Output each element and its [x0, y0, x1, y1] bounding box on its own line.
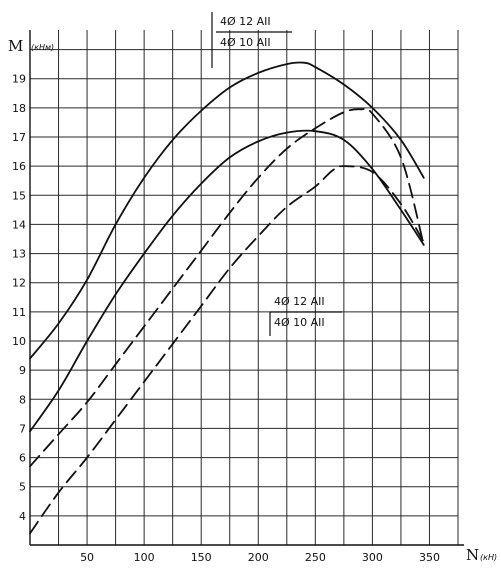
series-line-3 — [29, 107, 425, 468]
y-tick-label: 8 — [19, 393, 26, 406]
y-tick-label: 14 — [12, 218, 26, 231]
y-tick-label: 11 — [12, 306, 26, 319]
legend-top-label-2: 4Ø 10 AII — [220, 36, 271, 49]
x-tick-label: 350 — [419, 551, 440, 564]
legend-top: 4Ø 12 AII 4Ø 10 AII — [211, 12, 292, 68]
series-line-2 — [29, 129, 425, 433]
series-line-1 — [29, 61, 425, 360]
y-tick-label: 5 — [19, 481, 26, 494]
y-tick-label: 6 — [19, 452, 26, 465]
x-tick-label: 100 — [134, 551, 155, 564]
legend-top-label-1: 4Ø 12 AII — [220, 15, 271, 28]
y-tick-label: 10 — [12, 335, 26, 348]
series-line-4 — [29, 165, 425, 535]
y-tick-label: 17 — [12, 131, 26, 144]
y-tick-label: 19 — [12, 73, 26, 86]
legend-mid-label-1: 4Ø 12 AII — [274, 295, 325, 308]
y-tick-label: 4 — [19, 510, 26, 523]
legend-mid: 4Ø 12 AII 4Ø 10 AII — [269, 295, 342, 336]
y-axis-unit: (кНм) — [31, 43, 54, 52]
legend-mid-label-2: 4Ø 10 AII — [274, 316, 325, 329]
y-tick-label: 15 — [12, 189, 26, 202]
x-tick-label: 150 — [191, 551, 212, 564]
x-tick-label: 50 — [80, 551, 94, 564]
y-axis-label: M — [8, 37, 23, 55]
x-tick-label: 250 — [305, 551, 326, 564]
y-tick-label: 7 — [19, 422, 26, 435]
y-tick-label: 16 — [12, 160, 26, 173]
tick-labels: 50 100 150 200 250 300 350 4 5 6 7 8 9 10 11 12 13 14 15 16… — [12, 73, 440, 564]
y-tick-label: 18 — [12, 102, 26, 115]
x-tick-label: 300 — [362, 551, 383, 564]
y-tick-label: 12 — [12, 277, 26, 290]
x-tick-label: 200 — [248, 551, 269, 564]
y-tick-label: 13 — [12, 248, 26, 261]
x-axis-label: N — [466, 546, 479, 564]
y-tick-label: 9 — [19, 364, 26, 377]
grid — [29, 30, 464, 546]
x-axis-unit: (кН) — [480, 553, 497, 562]
plot-area — [29, 61, 425, 535]
